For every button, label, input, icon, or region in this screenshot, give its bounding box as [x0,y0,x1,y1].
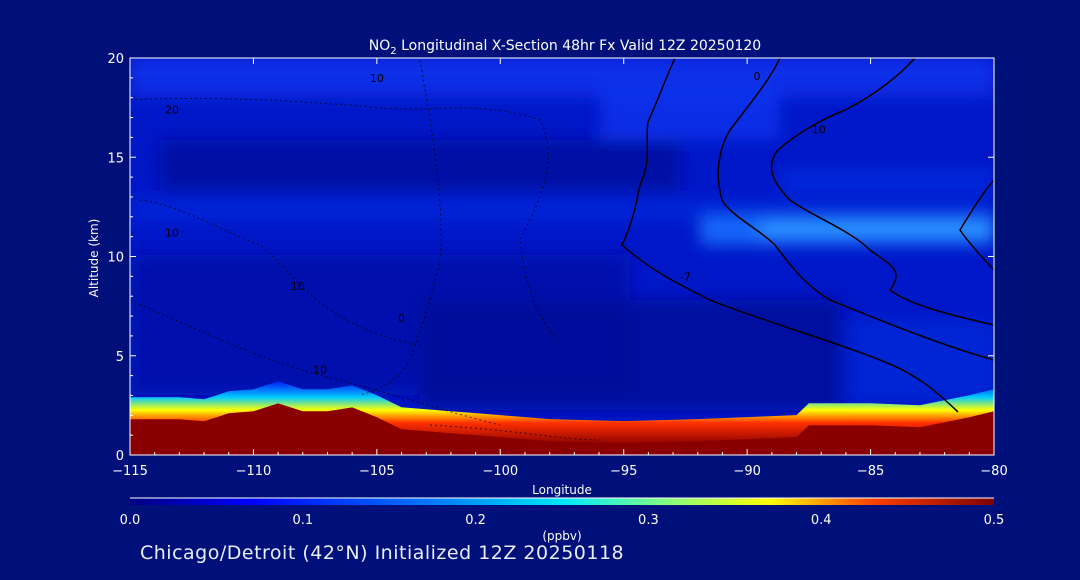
contours [130,58,994,441]
contour-label-2: 10 [165,227,179,240]
x-tick-label: −105 [359,464,395,479]
colorbar-tick-label: 0.4 [811,513,832,528]
contour-solid-3 [770,58,994,326]
contour-label-0: 10 [370,72,384,85]
contour-label-7: 10 [812,123,826,136]
y-axis: 0 5 10 15 20 [107,52,994,464]
x-axis-label: Longitude [532,483,592,497]
colorbar-ticks: 0.0 0.1 0.2 0.3 0.4 0.5 [120,513,1005,528]
y-tick-label: 15 [107,151,124,166]
chart-title: NO2 Longitudinal X-Section 48hr Fx Valid… [369,38,761,57]
y-tick-label: 5 [116,350,124,365]
colorbar-tick-label: 0.3 [638,513,659,528]
x-tick-label: −80 [980,464,1007,479]
dotted-contours [130,59,601,441]
contour-label-8: -7 [680,270,691,283]
colorbar-tick-label: 0.5 [984,513,1005,528]
contour-label-1: 20 [165,104,179,117]
colorbar-tick-label: 0.1 [292,513,313,528]
surface-high-concentration-layer [130,381,994,446]
y-tick-label: 10 [107,251,124,266]
footer-init-text: Chicago/Detroit (42°N) Initialized 12Z 2… [140,542,625,564]
x-axis: −115 −110 −105 −100 −95 −90 −85 −80 [112,58,1008,479]
x-tick-label: −115 [112,464,148,479]
colorbar-tick-label: 0.0 [120,513,141,528]
field-shading [130,58,994,410]
x-tick-label: −95 [610,464,637,479]
contour-labels: 10 20 10 10 0 10 0 10 -7 [165,70,826,377]
y-tick-label: 20 [107,52,124,67]
y-tick-label: 0 [116,449,124,464]
y-axis-label: Altitude (km) [87,219,101,298]
colorbar [130,498,994,505]
contour-solid-4 [959,179,994,271]
contour-solid-1 [621,58,959,413]
contour-solid-2 [717,58,994,361]
colorbar-tick-label: 0.2 [465,513,486,528]
x-tick-label: −100 [482,464,518,479]
concentration-field: 10 20 10 10 0 10 0 10 -7 [130,58,994,455]
colorbar-label: (ppbv) [542,529,581,543]
x-tick-label: −90 [733,464,760,479]
x-tick-label: −110 [236,464,272,479]
contour-label-6: 0 [754,70,761,83]
contour-label-4: 0 [398,312,405,325]
contour-label-5: 10 [313,364,327,377]
terrain [130,403,994,455]
x-tick-label: −85 [857,464,884,479]
contour-label-3: 10 [291,280,305,293]
